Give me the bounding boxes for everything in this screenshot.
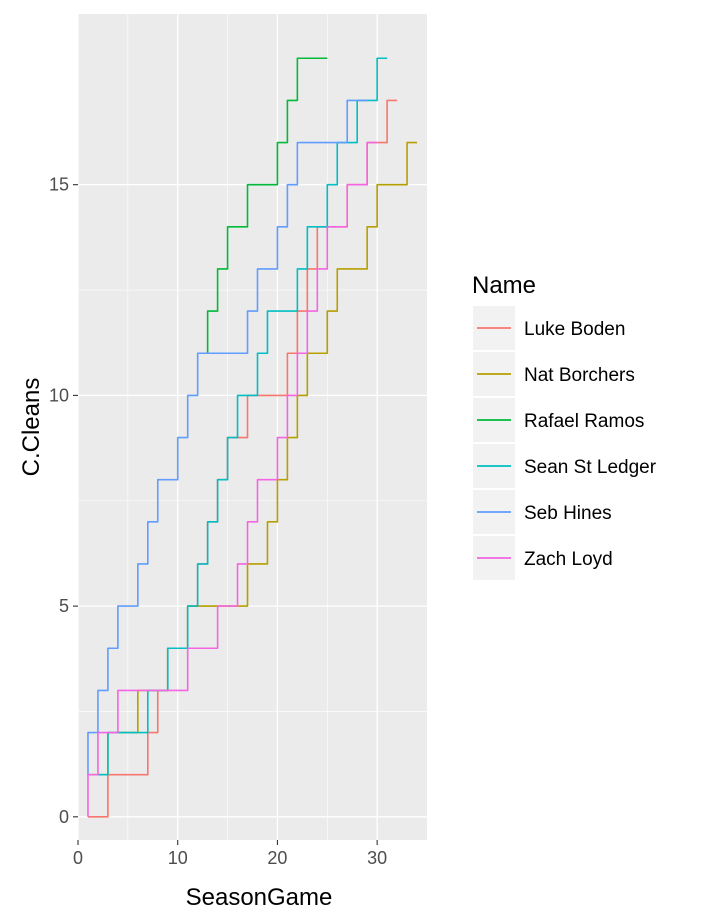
y-axis-title: C.Cleans (18, 378, 45, 477)
legend: Name Luke Boden Nat Borchers Rafael Ramos S… (472, 272, 657, 580)
x-tick-label: 10 (168, 848, 188, 868)
x-axis: 0 10 20 30 (73, 840, 387, 868)
series-line (206, 57, 328, 354)
minor-gridlines (78, 14, 427, 840)
x-tick-label: 20 (267, 848, 287, 868)
legend-label: Seb Hines (524, 503, 612, 524)
legend-label: Sean St Ledger (524, 457, 657, 478)
y-axis: 0 5 10 15 (49, 175, 78, 827)
legend-label: Zach Loyd (524, 549, 613, 570)
y-tick-label: 10 (49, 385, 69, 405)
series-lines (87, 57, 418, 818)
x-tick-label: 30 (367, 848, 387, 868)
legend-label: Rafael Ramos (524, 411, 644, 432)
y-tick-label: 5 (59, 596, 69, 616)
y-tick-label: 0 (59, 807, 69, 827)
series-line (87, 141, 378, 817)
legend-label: Nat Borchers (524, 365, 635, 386)
legend-title: Name (472, 272, 536, 299)
series-line (87, 99, 368, 775)
y-tick-label: 15 (49, 175, 69, 195)
legend-label: Luke Boden (524, 319, 625, 340)
x-tick-label: 0 (73, 848, 83, 868)
plot-panel (78, 14, 427, 840)
x-axis-title: SeasonGame (186, 884, 333, 911)
